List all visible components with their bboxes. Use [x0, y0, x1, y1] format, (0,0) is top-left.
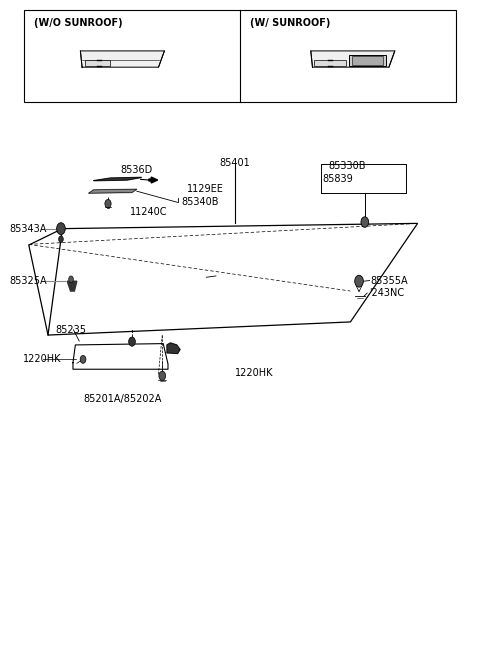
- Text: (W/O SUNROOF): (W/O SUNROOF): [34, 18, 122, 28]
- Polygon shape: [81, 51, 164, 67]
- Bar: [24, 10, 456, 102]
- Text: 1220HK: 1220HK: [235, 368, 274, 378]
- Text: 1220HK: 1220HK: [23, 354, 61, 365]
- Circle shape: [69, 276, 73, 283]
- Text: (W/ SUNROOF): (W/ SUNROOF): [250, 18, 330, 28]
- Text: 85201A/85202A: 85201A/85202A: [83, 394, 162, 404]
- Polygon shape: [73, 344, 168, 369]
- Text: 8536D: 8536D: [120, 164, 152, 175]
- Circle shape: [105, 200, 111, 208]
- Polygon shape: [48, 223, 418, 335]
- Circle shape: [159, 371, 166, 380]
- Polygon shape: [348, 55, 386, 66]
- Text: 85401: 85401: [220, 158, 251, 168]
- Polygon shape: [311, 51, 395, 67]
- Text: 85343A: 85343A: [10, 223, 47, 234]
- Text: 11240C: 11240C: [130, 207, 167, 217]
- Text: 85330B: 85330B: [329, 160, 366, 171]
- Polygon shape: [67, 281, 77, 291]
- Polygon shape: [89, 189, 137, 193]
- FancyArrow shape: [149, 177, 157, 183]
- Polygon shape: [84, 60, 110, 66]
- Circle shape: [80, 355, 86, 363]
- Polygon shape: [94, 177, 142, 181]
- Text: 85235: 85235: [55, 325, 86, 335]
- Circle shape: [361, 217, 369, 227]
- Polygon shape: [352, 56, 383, 64]
- Text: 85839: 85839: [323, 174, 353, 185]
- Text: 85325A: 85325A: [10, 275, 47, 286]
- Text: 85340B: 85340B: [181, 197, 219, 208]
- Circle shape: [129, 337, 135, 346]
- Circle shape: [57, 223, 65, 235]
- Text: 85355A: 85355A: [371, 275, 408, 286]
- Text: '243NC: '243NC: [370, 288, 405, 298]
- Polygon shape: [167, 343, 180, 353]
- Circle shape: [59, 236, 63, 242]
- Circle shape: [355, 275, 363, 287]
- Text: 1129EE: 1129EE: [187, 184, 224, 194]
- Polygon shape: [314, 60, 346, 66]
